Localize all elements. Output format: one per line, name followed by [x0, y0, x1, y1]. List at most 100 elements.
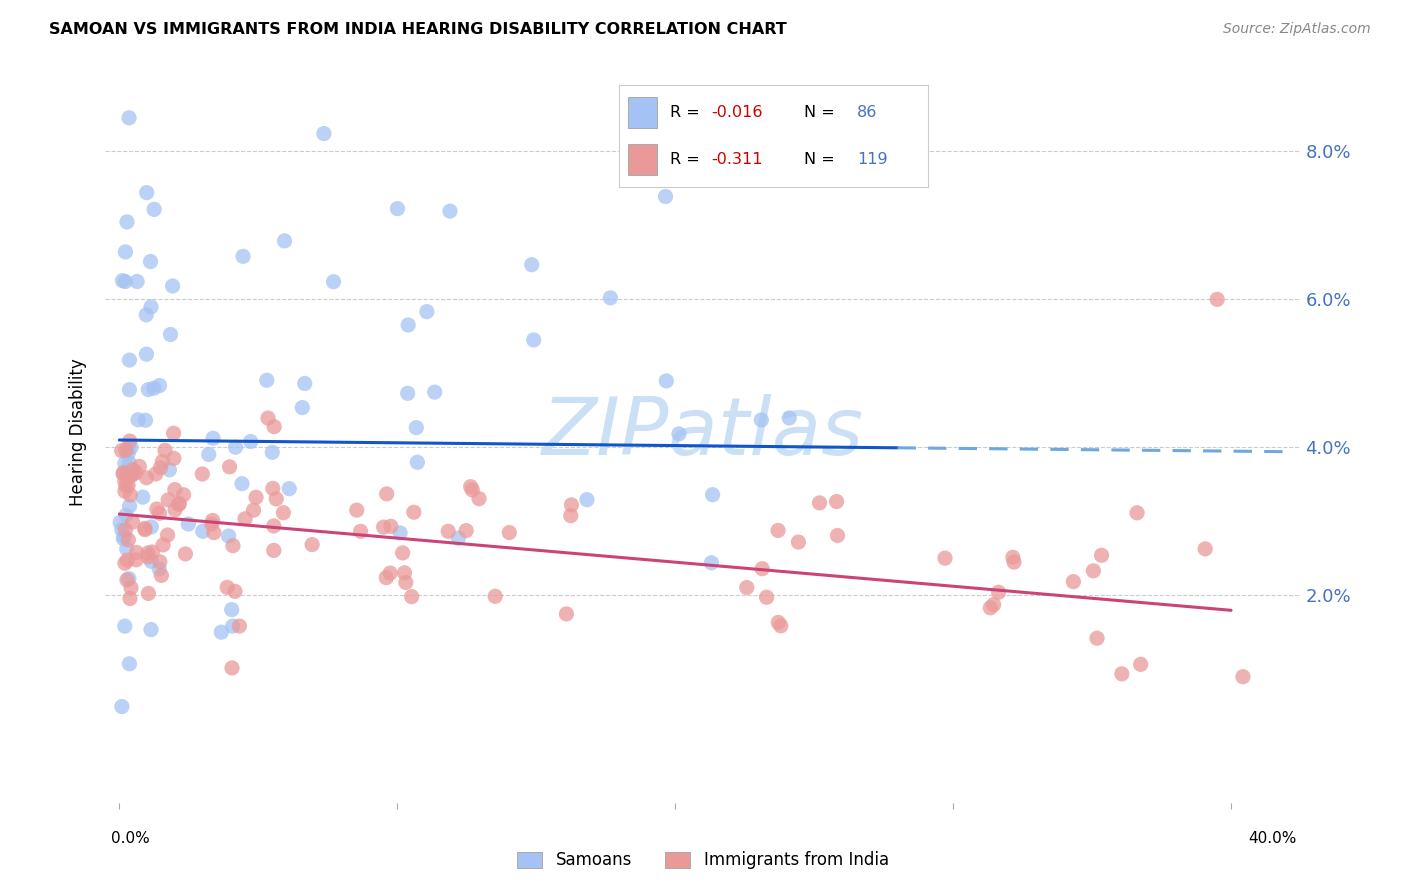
- Point: [174, 547, 197, 561]
- Text: Source: ZipAtlas.com: Source: ZipAtlas.com: [1223, 22, 1371, 37]
- Point: [125, 553, 148, 567]
- Point: [121, 468, 143, 483]
- Point: [825, 494, 848, 508]
- Point: [121, 515, 143, 529]
- Point: [138, 586, 160, 600]
- Point: [264, 491, 287, 506]
- Point: [136, 546, 159, 560]
- Point: [225, 440, 247, 454]
- Text: 119: 119: [856, 153, 887, 167]
- Point: [111, 699, 134, 714]
- Point: [256, 373, 278, 387]
- Point: [148, 562, 170, 576]
- Point: [1085, 631, 1108, 645]
- Point: [405, 420, 427, 434]
- Point: [153, 443, 176, 458]
- Point: [111, 443, 134, 458]
- Point: [115, 541, 138, 556]
- Point: [112, 532, 135, 546]
- Point: [1001, 550, 1024, 565]
- Point: [1194, 541, 1216, 556]
- Point: [139, 254, 162, 268]
- Point: [787, 535, 810, 549]
- Point: [115, 467, 138, 481]
- Point: [163, 502, 186, 516]
- Point: [291, 401, 314, 415]
- Point: [262, 445, 284, 459]
- Point: [114, 484, 136, 499]
- Point: [484, 590, 506, 604]
- Point: [115, 443, 138, 458]
- Point: [115, 573, 138, 587]
- Point: [191, 467, 214, 481]
- Point: [934, 551, 956, 566]
- Point: [156, 528, 179, 542]
- Point: [118, 383, 141, 397]
- Point: [143, 202, 166, 217]
- Point: [177, 516, 200, 531]
- Point: [375, 571, 398, 585]
- Point: [460, 480, 482, 494]
- Point: [523, 333, 546, 347]
- Point: [157, 463, 180, 477]
- Point: [114, 244, 136, 259]
- Point: [1232, 670, 1254, 684]
- Y-axis label: Hearing Disability: Hearing Disability: [69, 359, 87, 507]
- Point: [217, 580, 239, 594]
- Point: [245, 490, 267, 504]
- Point: [654, 189, 676, 203]
- Point: [769, 619, 792, 633]
- Point: [135, 186, 157, 200]
- Point: [111, 274, 134, 288]
- Point: [375, 487, 398, 501]
- Point: [218, 529, 240, 543]
- Point: [555, 607, 578, 621]
- Point: [273, 234, 295, 248]
- Point: [114, 275, 136, 289]
- Point: [112, 467, 135, 481]
- Point: [136, 549, 159, 564]
- Point: [1002, 555, 1025, 569]
- Point: [233, 512, 256, 526]
- Point: [202, 525, 225, 540]
- Point: [700, 556, 723, 570]
- Point: [191, 524, 214, 539]
- Point: [346, 503, 368, 517]
- Point: [301, 538, 323, 552]
- Point: [1090, 548, 1112, 562]
- Point: [575, 492, 598, 507]
- Point: [231, 476, 253, 491]
- Point: [402, 505, 425, 519]
- Point: [827, 528, 849, 542]
- Point: [148, 506, 170, 520]
- Bar: [628, 145, 657, 175]
- Point: [145, 467, 167, 481]
- Point: [141, 554, 163, 568]
- Point: [118, 456, 141, 470]
- Point: [114, 456, 136, 470]
- Point: [456, 524, 478, 538]
- Point: [120, 581, 142, 595]
- Point: [139, 300, 162, 314]
- Point: [127, 413, 149, 427]
- Point: [134, 523, 156, 537]
- Point: [173, 488, 195, 502]
- Point: [114, 556, 136, 570]
- Point: [135, 308, 157, 322]
- Point: [560, 508, 582, 523]
- Point: [115, 215, 138, 229]
- Point: [263, 543, 285, 558]
- Text: N =: N =: [804, 105, 841, 120]
- Point: [146, 502, 169, 516]
- Point: [224, 584, 246, 599]
- Point: [197, 447, 219, 461]
- Point: [169, 497, 191, 511]
- Point: [263, 419, 285, 434]
- Point: [461, 483, 484, 497]
- Point: [378, 566, 401, 581]
- Text: R =: R =: [669, 153, 704, 167]
- Point: [118, 111, 141, 125]
- Point: [122, 467, 145, 481]
- Point: [751, 562, 773, 576]
- Point: [149, 555, 172, 569]
